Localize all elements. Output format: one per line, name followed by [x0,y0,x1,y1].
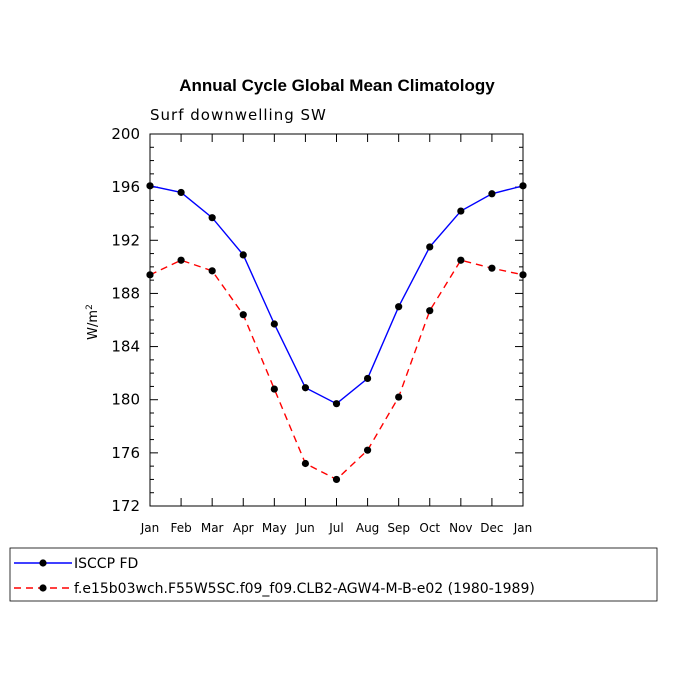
x-axis: Jan Feb Mar Apr May Jun Jul Aug Sep Oct Nov Dec Jan [140,134,533,535]
data-point [488,264,496,272]
data-point [270,385,278,393]
x-tick-label: Dec [480,521,503,535]
data-point [363,374,372,383]
x-tick-label: Sep [387,521,410,535]
y-tick-label: 188 [111,284,140,302]
data-point [457,207,465,215]
plot-frame [149,133,524,507]
x-tick-label: Jan [513,521,533,535]
data-point [270,320,278,328]
chart-subtitle: Surf downwelling SW [150,106,327,124]
legend-marker-2 [39,584,47,592]
y-axis: 172 176 180 184 188 192 196 200 [111,125,523,515]
x-tick-label: Jun [295,521,315,535]
data-point [519,182,527,190]
data-point [208,267,216,275]
x-tick-label: Aug [356,521,379,535]
data-point [457,256,465,264]
legend-marker-1 [39,559,47,567]
x-tick-label: May [262,521,287,535]
y-tick-label: 180 [111,391,140,409]
data-point [239,311,247,319]
legend: ISCCP FD f.e15b03wch.F55W5SC.f09_f09.CLB2… [9,547,658,602]
data-point [208,214,216,222]
y-tick-label: 192 [111,231,140,249]
x-tick-label: Feb [170,521,191,535]
y-tick-label: 172 [111,497,140,515]
x-tick-label: Apr [233,521,254,535]
data-point [395,303,403,311]
y-tick-label: 200 [111,125,140,143]
data-point [146,271,154,279]
data-point [519,271,527,279]
data-point [363,446,372,454]
series-line [149,185,524,405]
y-tick-label: 184 [111,338,140,356]
chart-title: Annual Cycle Global Mean Climatology [179,76,495,95]
x-tick-label: Jul [328,521,343,535]
legend-box [9,547,658,602]
y-axis-label: W/m2 [85,304,101,340]
series-1 [146,182,527,408]
series-layer [146,182,527,484]
data-point [146,182,154,190]
x-tick-label: Mar [201,521,224,535]
axes [149,133,524,507]
data-point [332,400,341,408]
data-point [395,393,403,401]
data-point [426,243,434,251]
data-point [177,188,185,197]
x-tick-label: Nov [449,521,472,535]
x-tick-label: Oct [419,521,440,535]
data-point [239,251,247,259]
y-tick-label: 196 [111,178,140,196]
data-point [488,190,496,198]
data-point [332,475,341,484]
data-point [426,307,434,315]
data-point [301,384,310,392]
x-tick-label: Jan [140,521,160,535]
series-line [149,259,524,481]
legend-label-1: ISCCP FD [74,556,138,572]
y-tick-label: 176 [111,444,140,462]
legend-label-2: f.e15b03wch.F55W5SC.f09_f09.CLB2-AGW4-M-… [74,581,535,597]
series-2 [146,256,527,484]
data-point [177,256,185,264]
data-point [301,459,310,468]
